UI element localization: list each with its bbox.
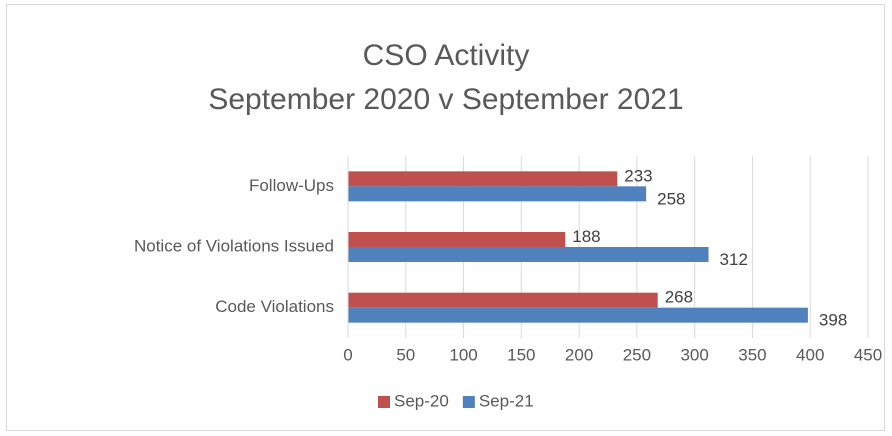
data-label: 233 bbox=[624, 166, 652, 185]
category-label: Code Violations bbox=[215, 297, 334, 316]
chart-title: CSO Activity bbox=[363, 39, 530, 72]
category-label: Follow-Ups bbox=[249, 176, 334, 195]
chart-subtitle: September 2020 v September 2021 bbox=[208, 83, 683, 116]
x-tick-label: 400 bbox=[796, 345, 824, 364]
chart-border bbox=[6, 4, 885, 431]
bar bbox=[348, 186, 647, 202]
legend-label: Sep-20 bbox=[394, 391, 449, 410]
bar bbox=[348, 307, 808, 323]
legend-swatch bbox=[462, 396, 475, 408]
data-label: 268 bbox=[665, 288, 693, 307]
legend-label: Sep-21 bbox=[479, 391, 534, 410]
x-tick-label: 50 bbox=[396, 345, 415, 364]
data-label: 312 bbox=[720, 250, 748, 269]
x-tick-label: 450 bbox=[854, 345, 882, 364]
x-tick-label: 150 bbox=[507, 345, 535, 364]
data-label: 258 bbox=[657, 189, 685, 208]
bar bbox=[348, 171, 618, 187]
x-tick-label: 250 bbox=[623, 345, 651, 364]
x-tick-label: 100 bbox=[449, 345, 477, 364]
x-tick-label: 200 bbox=[565, 345, 593, 364]
category-label: Notice of Violations Issued bbox=[134, 236, 334, 255]
data-label: 398 bbox=[819, 311, 847, 330]
x-tick-label: 0 bbox=[343, 345, 352, 364]
data-label: 188 bbox=[572, 227, 600, 246]
bar bbox=[348, 247, 709, 262]
x-tick-label: 300 bbox=[680, 345, 708, 364]
legend-swatch bbox=[378, 396, 390, 408]
x-tick-label: 350 bbox=[738, 345, 766, 364]
bar bbox=[348, 232, 566, 247]
bar bbox=[348, 292, 658, 308]
